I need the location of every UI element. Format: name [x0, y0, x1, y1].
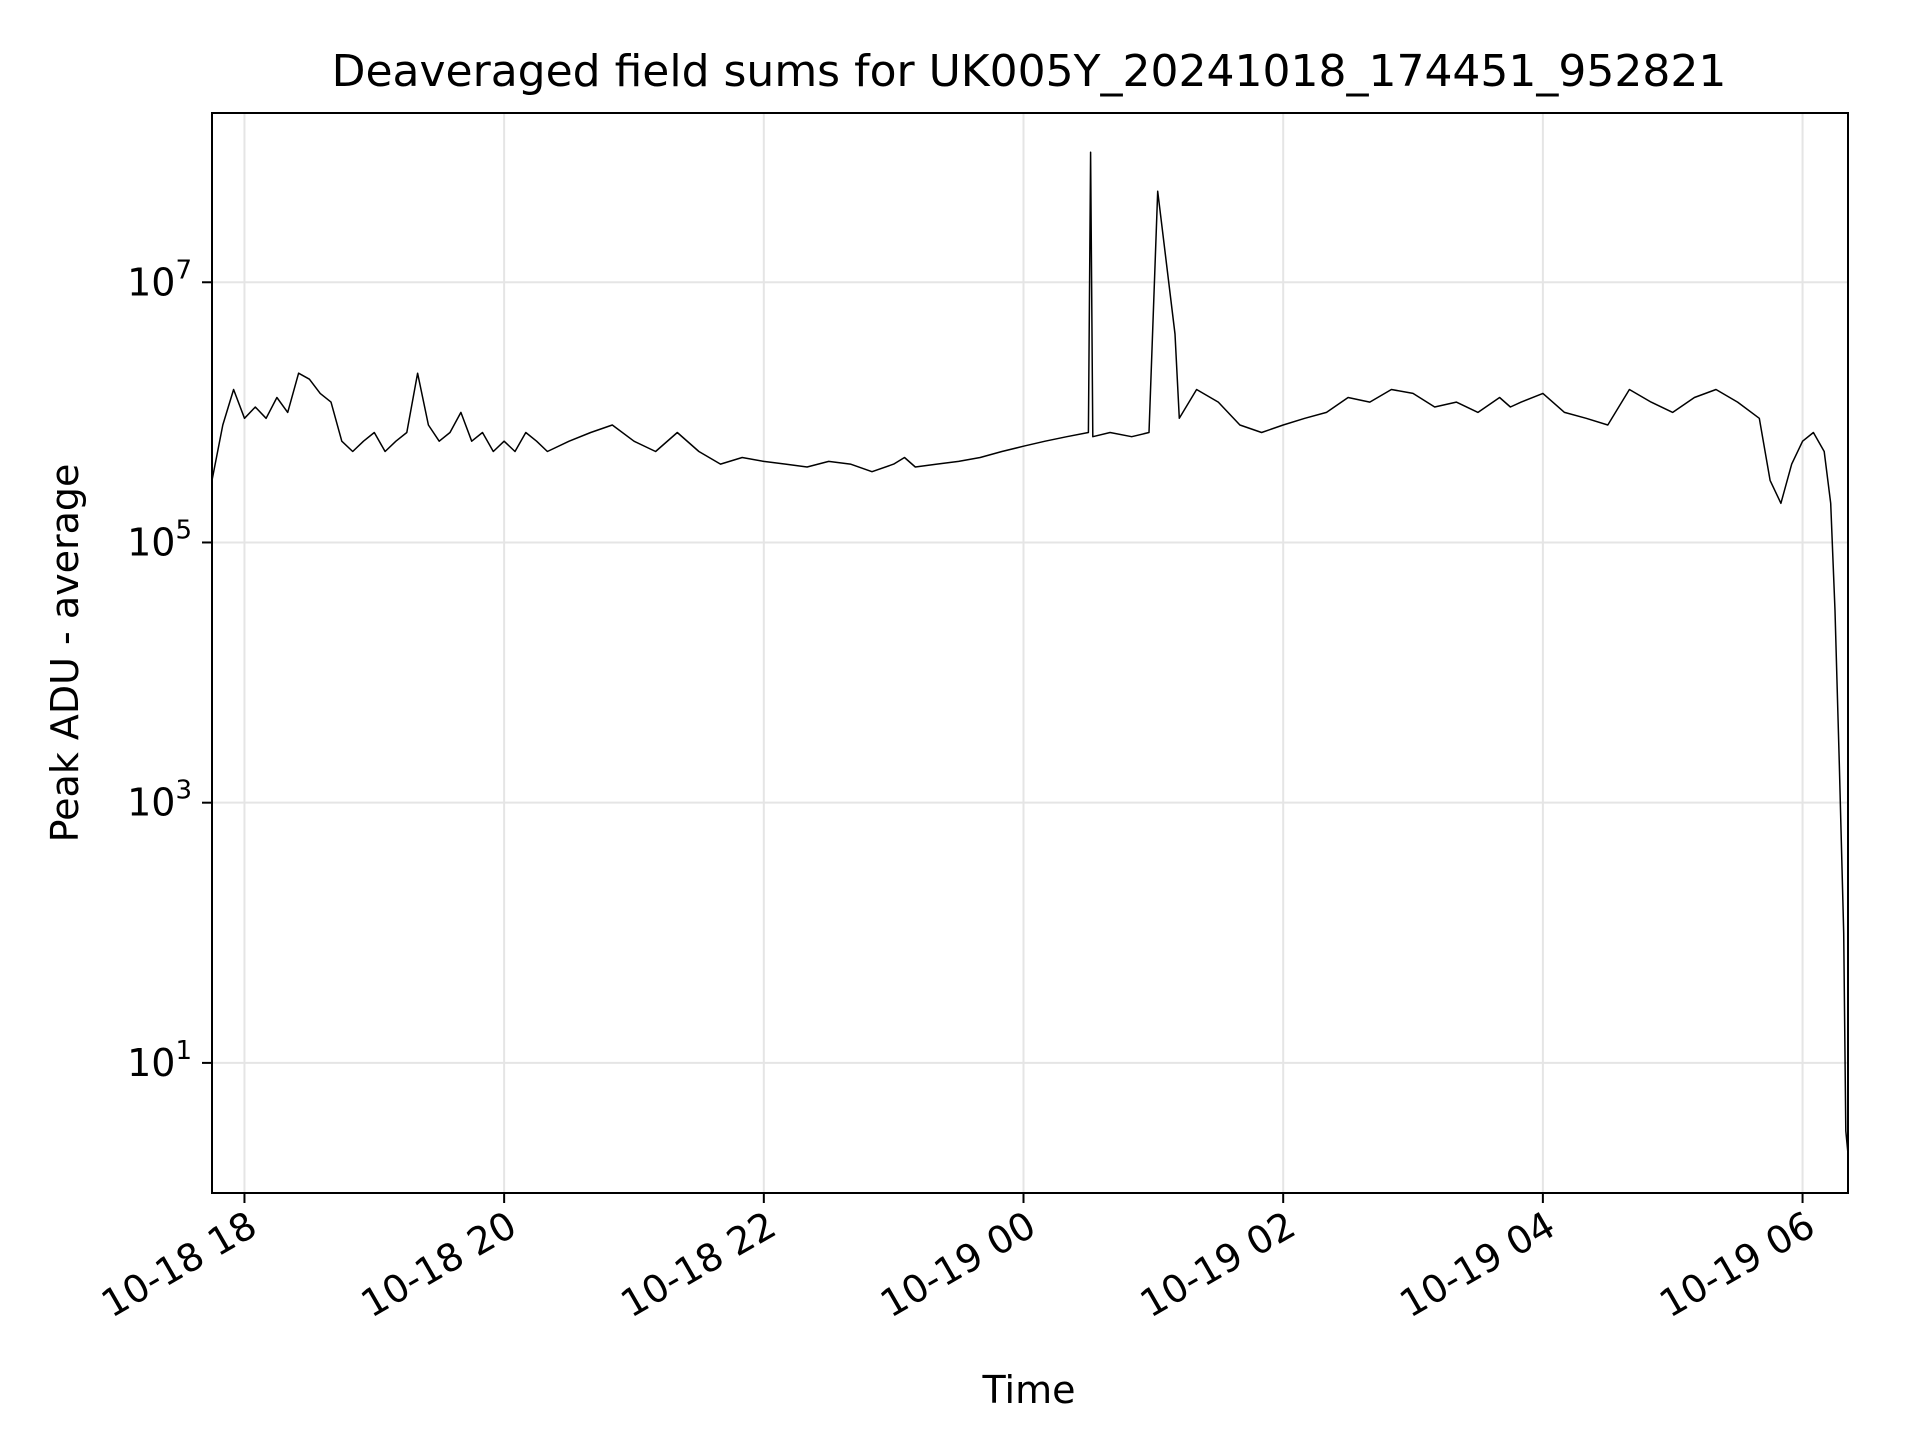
y-axis-label: Peak ADU - average [43, 464, 87, 843]
y-tick-exponent: 3 [175, 776, 192, 806]
y-tick-base: 10 [127, 1041, 175, 1085]
y-tick-label: 101 [127, 1036, 192, 1085]
y-tick-base: 10 [127, 520, 175, 564]
y-tick-base: 10 [127, 260, 175, 304]
y-tick-label: 107 [127, 255, 192, 304]
y-tick-label: 105 [127, 515, 192, 564]
y-tick-label: 103 [127, 776, 192, 825]
x-axis-label: Time [982, 1368, 1076, 1412]
y-tick-exponent: 7 [175, 255, 192, 285]
grid [212, 113, 1848, 1193]
series-line [211, 151, 1849, 1154]
series-layer [211, 151, 1849, 1154]
y-tick-exponent: 1 [175, 1036, 192, 1066]
y-tick-base: 10 [127, 781, 175, 825]
y-tick-exponent: 5 [175, 515, 192, 545]
chart-title: Deaveraged field sums for UK005Y_2024101… [332, 46, 1727, 97]
plot-frame [211, 112, 1849, 1194]
